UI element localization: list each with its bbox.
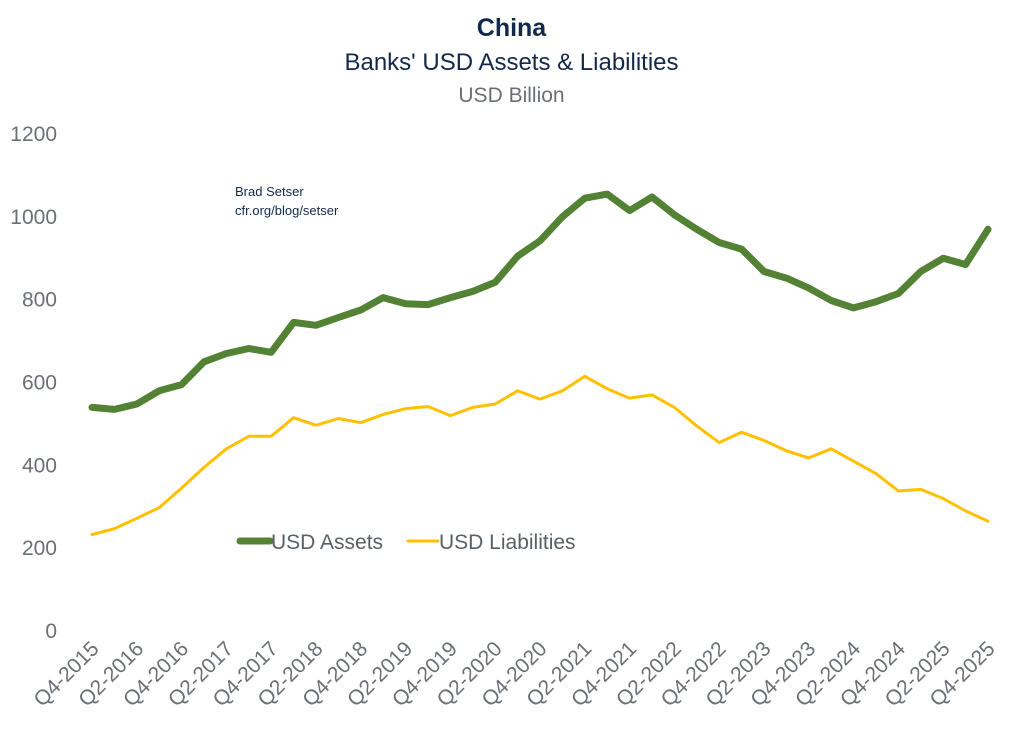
annotation-url: cfr.org/blog/setser — [235, 203, 339, 218]
y-tick-label: 600 — [22, 372, 57, 395]
series-line-usd-assets — [88, 190, 992, 413]
chart-subtitle: Banks' USD Assets & Liabilities — [344, 49, 679, 76]
annotation-author: Brad Setser — [235, 184, 304, 199]
y-tick-label: 1200 — [10, 123, 57, 146]
legend-label: USD Assets — [271, 531, 383, 554]
y-tick-label: 1000 — [10, 206, 57, 229]
annotation: Brad Setser cfr.org/blog/setser — [235, 182, 338, 220]
y-tick-label: 200 — [22, 537, 57, 560]
series-line-usd-liabilities — [90, 374, 990, 536]
legend-label: USD Liabilities — [439, 531, 576, 554]
y-tick-label: 800 — [22, 289, 57, 312]
unit-label: USD Billion — [458, 84, 565, 107]
y-tick-label: 400 — [22, 454, 57, 477]
y-tick-label: 0 — [45, 620, 57, 643]
chart-title: China — [476, 14, 547, 42]
